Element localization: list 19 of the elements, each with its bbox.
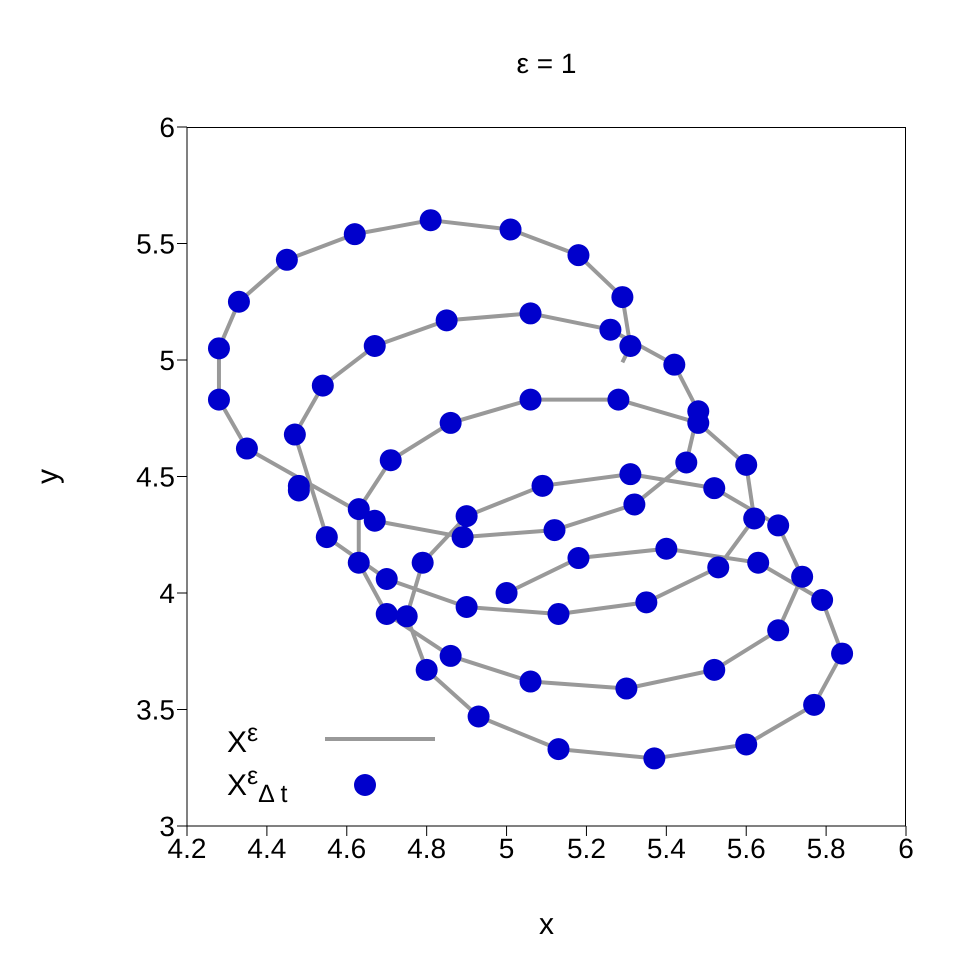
- x-tick-label: 5.6: [726, 832, 766, 864]
- y-tick-label: 4: [159, 578, 175, 609]
- y-tick-label: 5: [159, 344, 175, 376]
- x-axis-title: x: [539, 908, 554, 941]
- x-tick-label: 4.6: [327, 832, 366, 864]
- x-tick-label: 4.8: [407, 832, 446, 864]
- x-tick-label: 5: [498, 832, 514, 864]
- x-tick-label: 5.4: [646, 832, 686, 864]
- y-tick-label: 5.5: [136, 228, 175, 260]
- x-tick-label: 5.8: [806, 832, 846, 864]
- y-tick-label: 3.5: [136, 694, 175, 726]
- legend-label: X$^{ε}$: [227, 718, 260, 760]
- y-tick-label: 4.5: [136, 461, 175, 492]
- x-tick-label: 6: [898, 832, 914, 864]
- x-tick-label: 5.2: [566, 832, 606, 864]
- x-tick-label: 4.4: [247, 832, 286, 864]
- chart-title: ε = 1: [516, 48, 578, 80]
- y-tick-label: 6: [159, 112, 175, 143]
- y-axis-title: y: [32, 469, 65, 484]
